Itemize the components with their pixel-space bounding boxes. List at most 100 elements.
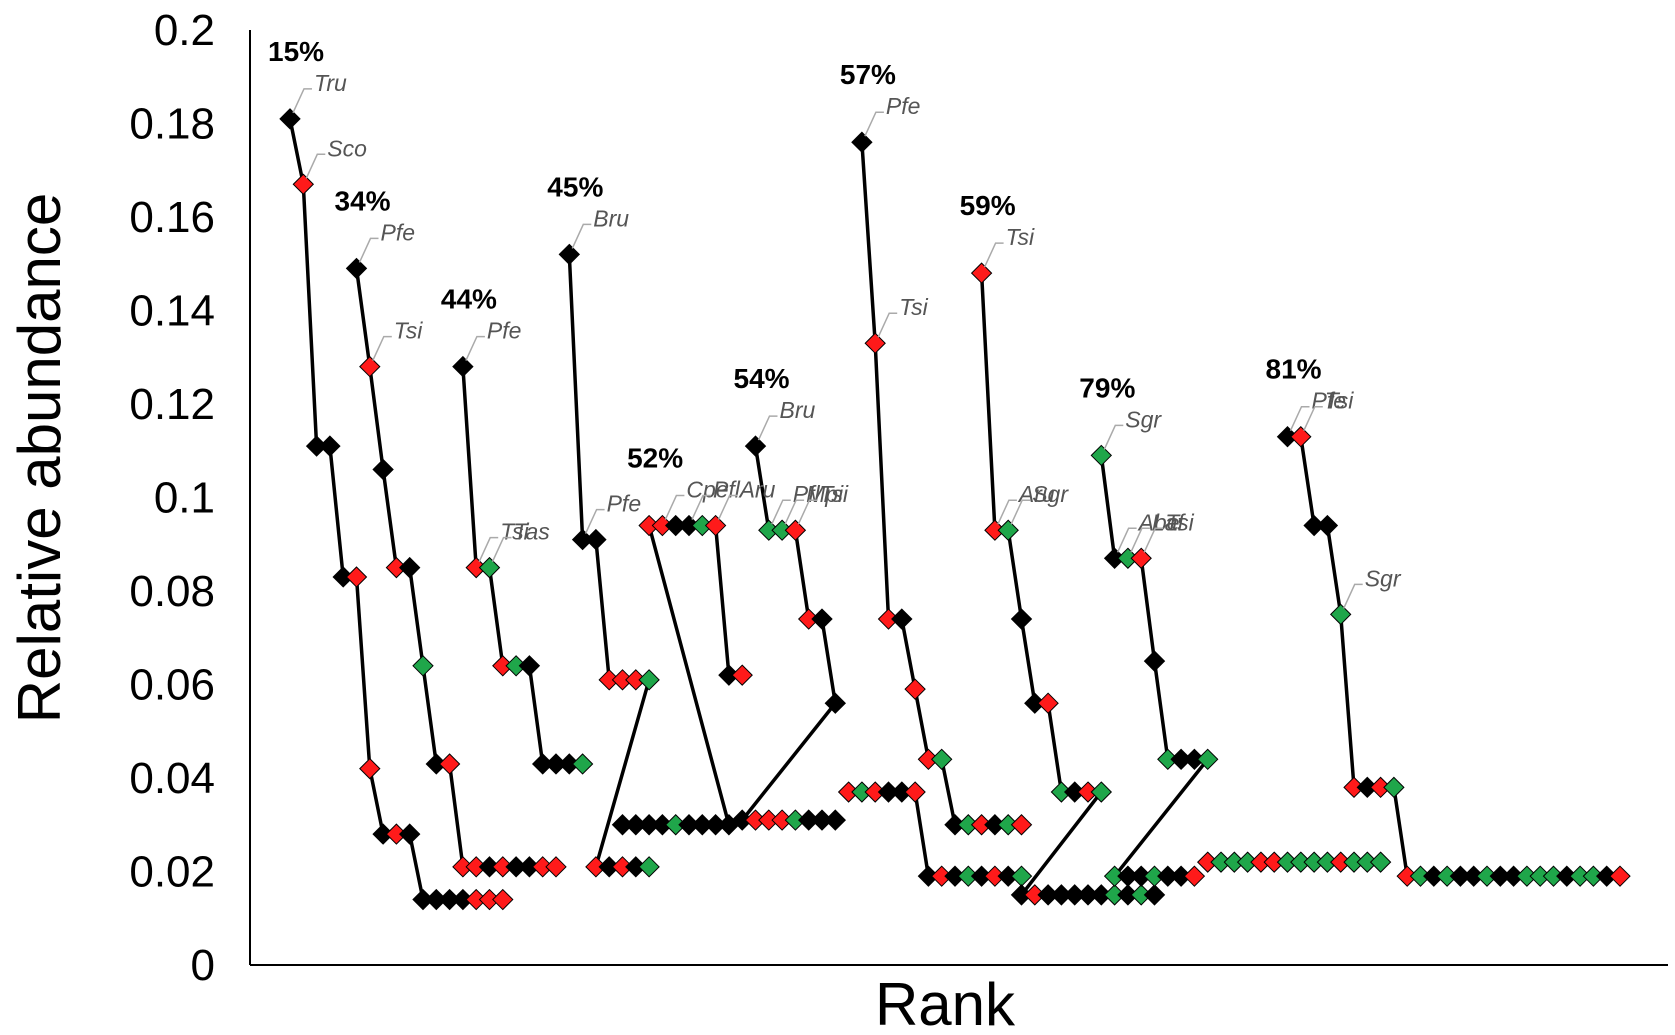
series-percent-label: 15% (268, 36, 324, 67)
data-point-red (438, 753, 461, 775)
data-point-green (1329, 603, 1352, 626)
data-point-red (1290, 426, 1312, 448)
data-point-green (571, 753, 594, 775)
species-label: Tas (514, 519, 551, 545)
label-leader (983, 242, 1004, 268)
species-label: Bru (780, 397, 816, 423)
series-group (558, 243, 660, 878)
series-percent-label: 57% (840, 59, 896, 90)
series-percent-label: 54% (734, 363, 790, 394)
y-tick-label: 0.18 (129, 100, 215, 149)
series-percent-label: 52% (627, 443, 683, 474)
species-label: Tsi (1006, 224, 1035, 250)
series-percent-label: 45% (547, 171, 603, 202)
data-point-red (731, 664, 753, 686)
data-point-red (1010, 814, 1033, 836)
series-percent-label: 44% (441, 284, 497, 315)
label-leader (664, 494, 685, 520)
species-label: Pfe (607, 491, 642, 517)
label-leader (465, 335, 485, 361)
data-point-black (824, 692, 847, 714)
species-label: Abe (1137, 509, 1180, 535)
species-label: Bru (593, 205, 629, 231)
species-label: Tsi (1165, 509, 1194, 535)
species-label: Sco (327, 135, 367, 161)
label-leader (877, 312, 898, 338)
data-point-black (319, 435, 341, 457)
data-point-black (345, 257, 368, 280)
species-label: Tsi (819, 481, 848, 507)
data-point-black (851, 131, 873, 153)
data-point-black (811, 608, 833, 630)
y-tick-label: 0.12 (129, 380, 215, 429)
data-point-red (545, 856, 567, 878)
data-point-green (1090, 444, 1113, 467)
species-label: Cpe (686, 477, 728, 503)
y-tick-label: 0 (191, 941, 215, 990)
data-point-black (1010, 608, 1033, 630)
data-point-black (398, 556, 421, 579)
y-tick-label: 0.1 (154, 474, 215, 523)
species-label: Sgr (1365, 565, 1402, 591)
label-leader (1103, 424, 1124, 450)
series-percent-label: 81% (1266, 354, 1322, 385)
data-point-black (372, 458, 394, 481)
data-point-black (398, 823, 421, 845)
data-point-red (704, 514, 727, 537)
y-tick-label: 0.08 (129, 567, 215, 616)
axes (249, 30, 1668, 966)
data-point-black (1316, 514, 1339, 537)
data-point-black (1143, 884, 1166, 906)
y-axis-title: Relative abundance (6, 193, 73, 723)
species-label: Sgr (1032, 481, 1069, 507)
label-leader (757, 415, 778, 441)
label-leader (292, 88, 312, 114)
data-point-red (1130, 547, 1152, 569)
label-leader (1010, 499, 1031, 525)
data-point-red (784, 519, 807, 541)
species-label: Tsi (500, 519, 529, 545)
series-line (979, 273, 1155, 897)
data-point-green (1196, 748, 1219, 771)
species-label: Tsi (394, 318, 423, 344)
label-leader (1130, 527, 1150, 553)
label-leader (797, 499, 818, 525)
series-group (970, 262, 1166, 906)
data-point-red (292, 173, 315, 195)
species-label: Tru (314, 70, 347, 96)
series-percent-label: 79% (1079, 372, 1135, 403)
y-tick-label: 0.02 (129, 848, 215, 897)
y-tick-labels: 0 0.02 0.04 0.06 0.08 0.1 0.12 0.14 0.16 0.18 0.2 (129, 6, 215, 990)
species-label: Tsi (1325, 388, 1354, 414)
series-line (567, 254, 652, 869)
data-point-red (904, 678, 926, 700)
data-point-green (412, 655, 434, 677)
data-point-green (1090, 781, 1113, 803)
y-tick-label: 0.2 (154, 6, 215, 55)
data-point-black (824, 809, 847, 831)
data-point-green (997, 519, 1019, 541)
label-leader (691, 494, 711, 520)
y-tick-label: 0.16 (129, 193, 215, 242)
species-label: Pfe (487, 318, 522, 344)
species-label: Pfe (381, 219, 416, 245)
x-axis-title: Rank (875, 971, 1016, 1035)
species-label: Pfe (1312, 388, 1347, 414)
label-leader (1143, 527, 1164, 553)
y-tick-label: 0.04 (129, 754, 215, 803)
series-percent-label: 34% (335, 185, 391, 216)
data-point-green (1369, 851, 1392, 873)
series-group (731, 435, 847, 831)
data-point-black (744, 435, 767, 457)
series-group (611, 514, 753, 836)
data-point-red (359, 355, 381, 378)
species-label: Pfe (886, 93, 921, 119)
y-tick-label: 0.14 (129, 287, 215, 336)
data-point-red (864, 332, 886, 354)
label-leader (1289, 405, 1310, 432)
label-layer: TruSco15%PfeTsi34%PfeTsiTas44%BruPfe45%C… (268, 36, 1402, 609)
series-group (452, 355, 594, 775)
data-point-green (930, 748, 953, 771)
data-point-red (345, 566, 368, 588)
